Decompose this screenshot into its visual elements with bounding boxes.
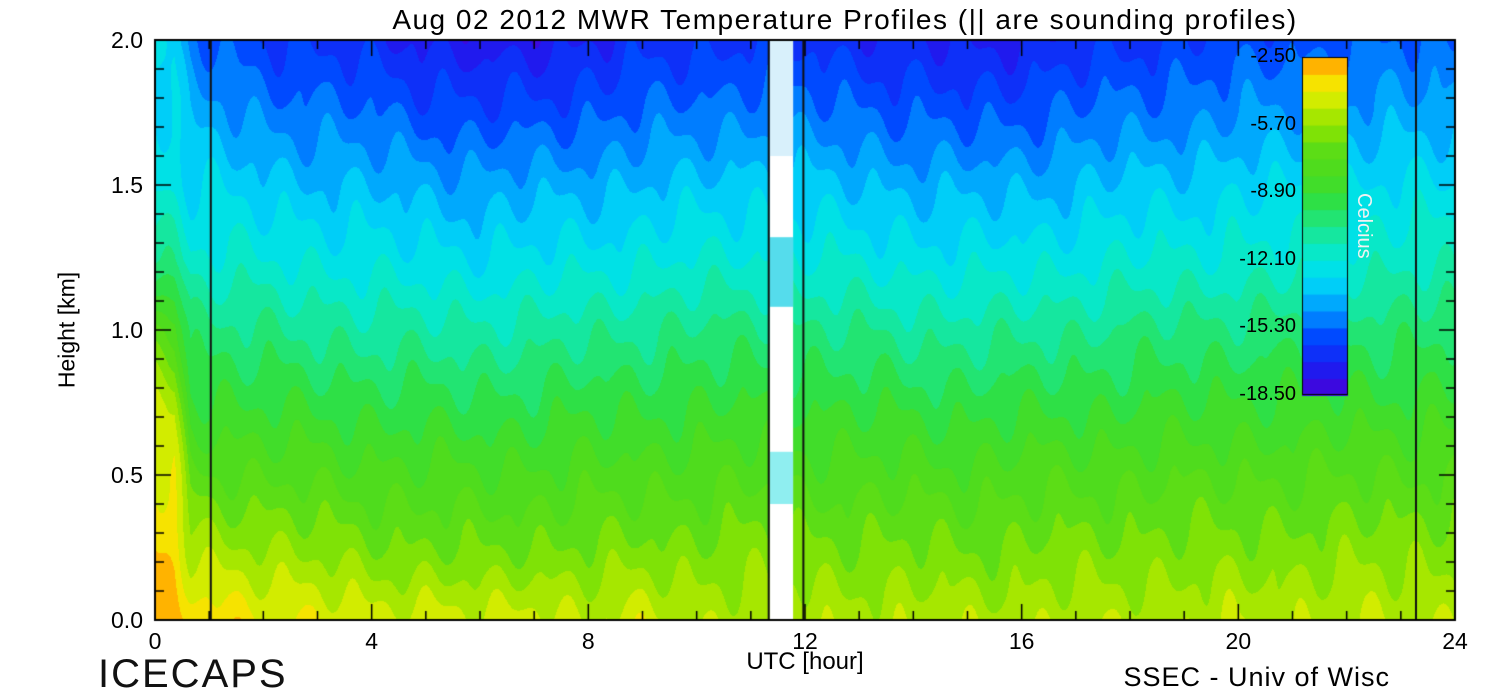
y-tick-label: 0.5 [111, 462, 143, 488]
x-tick-label: 24 [1442, 628, 1468, 654]
x-tick-label: 16 [1008, 628, 1035, 654]
icecaps-logo-text: ICECAPS [98, 652, 288, 696]
colorbar-tick-label: -12.10 [1239, 247, 1296, 270]
credit-text: SSEC - Univ of Wisc [1123, 662, 1390, 692]
x-tick-label: 0 [148, 628, 162, 654]
colorbar-tick-label: -8.90 [1250, 180, 1296, 203]
x-axis-label: UTC [hour] [746, 648, 864, 675]
chart-title: Aug 02 2012 MWR Temperature Profiles (||… [392, 4, 1298, 35]
y-tick-label: 0.0 [111, 607, 143, 633]
y-tick-label: 2.0 [111, 27, 143, 53]
x-tick-label: 4 [365, 628, 379, 654]
colorbar-tick-label: -2.50 [1250, 45, 1296, 67]
colorbar-unit-label: Celcius [1353, 193, 1375, 259]
x-tick-label: 8 [581, 628, 595, 654]
y-tick-label: 1.0 [111, 317, 143, 343]
colorbar-tick-label: -15.30 [1239, 315, 1296, 338]
x-tick-label: 12 [792, 628, 818, 654]
colorbar-tick-label: -18.50 [1239, 383, 1296, 405]
y-tick-label: 1.5 [111, 172, 143, 198]
colorbar-tick-label: -5.70 [1250, 112, 1296, 135]
x-tick-label: 20 [1225, 628, 1252, 654]
